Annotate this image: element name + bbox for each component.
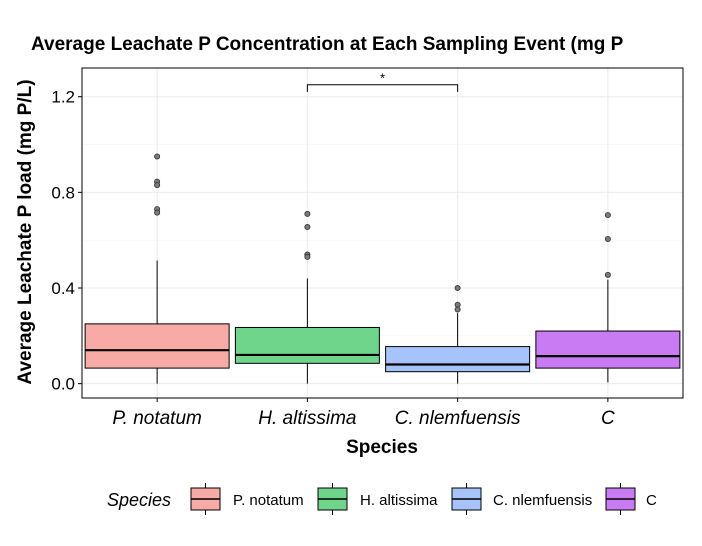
legend-item-1: P. notatum <box>190 483 304 515</box>
plot-panel-border <box>81 67 684 399</box>
box-3 <box>385 284 531 384</box>
outlier-point <box>154 153 161 160</box>
legend-label: C <box>646 492 657 509</box>
x-tick-label: C <box>601 408 615 429</box>
outlier-point <box>604 271 611 278</box>
x-tick-label: P. notatum <box>112 408 201 429</box>
significance-label: * <box>380 71 385 86</box>
x-tick-label: H. altissima <box>258 408 356 429</box>
legend-item-3: C. nlemfuensis <box>451 483 592 515</box>
legend: Species P. notatum H. altissima C. nlemfue… <box>107 483 657 515</box>
significance-annotations: * <box>306 71 459 92</box>
y-axis-label: Average Leachate P load (mg P/L) <box>15 79 36 384</box>
outlier-point <box>304 253 311 260</box>
box-1 <box>84 153 230 384</box>
title-wrap: Average Leachate P Concentration at Each… <box>0 34 702 62</box>
legend-item-4: C <box>605 483 657 515</box>
outlier-point <box>604 235 611 242</box>
outlier-point <box>154 209 161 216</box>
x-axis: P. notatum H. altissima C. nlemfuensis C <box>112 398 615 429</box>
outlier-point <box>304 224 311 231</box>
chart-title: Average Leachate P Concentration at Each… <box>31 34 624 55</box>
box-iqr <box>84 323 230 369</box>
box-iqr <box>234 326 380 364</box>
legend-label: C. nlemfuensis <box>493 492 592 509</box>
legend-title: Species <box>107 490 171 510</box>
boxes <box>84 153 681 384</box>
x-axis-label: Species <box>346 437 418 458</box>
box-iqr <box>385 346 531 373</box>
y-tick-label: 0.4 <box>51 279 75 298</box>
box-iqr <box>535 330 681 369</box>
box-4 <box>535 212 681 383</box>
legend-label: P. notatum <box>233 492 304 509</box>
outlier-point <box>304 210 311 217</box>
x-tick-label: C. nlemfuensis <box>395 408 521 429</box>
legend-label: H. altissima <box>360 492 438 509</box>
box-2 <box>234 210 380 384</box>
y-tick-label: 1.2 <box>51 88 75 107</box>
outlier-point <box>454 306 461 313</box>
y-tick-label: 0.8 <box>51 183 75 202</box>
y-axis: 0.0 0.4 0.8 1.2 <box>51 88 82 394</box>
significance-bracket <box>306 84 459 92</box>
y-tick-label: 0.0 <box>51 375 75 394</box>
outlier-point <box>454 284 461 291</box>
outlier-point <box>154 182 161 189</box>
legend-items: P. notatum H. altissima C. nlemfuensis C <box>190 483 657 515</box>
outlier-point <box>604 212 611 219</box>
legend-item-2: H. altissima <box>317 483 438 515</box>
